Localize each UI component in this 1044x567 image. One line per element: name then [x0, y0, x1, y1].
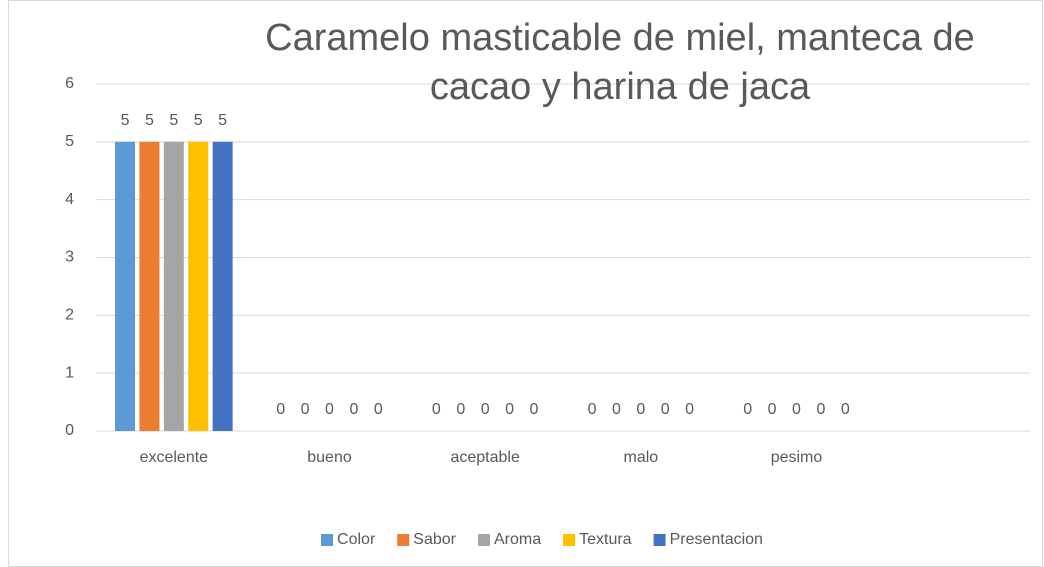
legend-label: Sabor: [413, 531, 456, 548]
data-label: 0: [481, 401, 490, 418]
x-tick-label: excelente: [140, 449, 209, 466]
x-tick-label: pesimo: [771, 449, 823, 466]
bar: [212, 141, 233, 432]
legend-swatch: [397, 534, 410, 546]
x-tick-label: malo: [623, 449, 658, 466]
legend-label: Aroma: [494, 531, 541, 548]
data-label: 0: [768, 401, 777, 418]
data-label: 0: [325, 401, 334, 418]
bar: [115, 141, 136, 432]
data-label: 0: [816, 401, 825, 418]
bar: [139, 141, 160, 432]
data-label: 0: [841, 401, 850, 418]
chart-title: Caramelo masticable de miel, manteca de …: [265, 17, 975, 108]
legend-label: Textura: [579, 531, 632, 548]
data-label: 0: [301, 401, 310, 418]
y-tick-label: 6: [65, 75, 74, 92]
data-label: 5: [218, 112, 227, 129]
data-label: 0: [661, 401, 670, 418]
y-tick-label: 5: [65, 133, 74, 150]
legend-label: Presentacion: [670, 531, 763, 548]
y-tick-label: 4: [65, 191, 74, 208]
data-label: 0: [588, 401, 597, 418]
bar: [188, 141, 209, 432]
data-label: 0: [505, 401, 514, 418]
data-label: 0: [530, 401, 539, 418]
data-label: 0: [374, 401, 383, 418]
x-tick-label: aceptable: [450, 449, 519, 466]
data-label: 0: [432, 401, 441, 418]
data-label: 0: [636, 401, 645, 418]
data-label: 0: [743, 401, 752, 418]
data-label: 5: [169, 112, 178, 129]
data-label: 5: [121, 112, 130, 129]
y-tick-label: 2: [65, 307, 74, 324]
bar: [163, 141, 184, 432]
data-label: 0: [685, 401, 694, 418]
data-label: 0: [792, 401, 801, 418]
y-tick-label: 3: [65, 249, 74, 266]
data-label: 0: [612, 401, 621, 418]
y-tick-label: 1: [65, 364, 74, 381]
data-label: 5: [145, 112, 154, 129]
data-label: 0: [276, 401, 285, 418]
x-tick-label: bueno: [307, 449, 352, 466]
legend-swatch: [477, 534, 490, 546]
data-label: 0: [456, 401, 465, 418]
legend-label: Color: [337, 531, 376, 548]
data-label: 5: [194, 112, 203, 129]
data-label: 0: [349, 401, 358, 418]
legend-swatch: [321, 534, 334, 546]
y-tick-label: 0: [65, 422, 74, 439]
legend-swatch: [653, 534, 666, 546]
legend-swatch: [563, 534, 576, 546]
